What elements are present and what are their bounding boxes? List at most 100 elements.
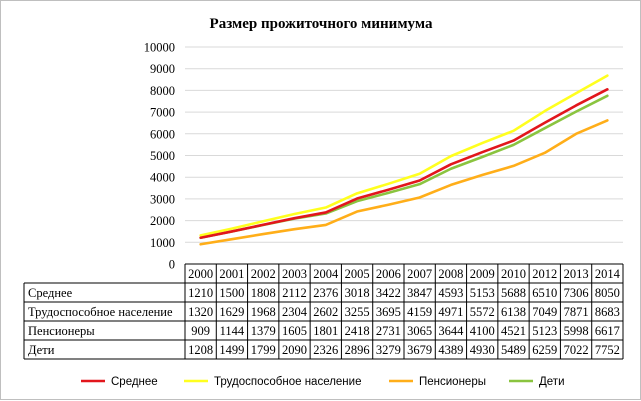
data-label: 1799: [251, 343, 276, 357]
data-label: 7871: [564, 305, 589, 319]
y-tick-label: 6000: [150, 127, 175, 141]
data-label: 3679: [407, 343, 432, 357]
chart-title: Размер прожиточного минимума: [210, 16, 433, 32]
data-label: 4389: [438, 343, 463, 357]
data-label: 1968: [251, 305, 276, 319]
data-label: 5572: [470, 305, 495, 319]
data-label: 3644: [438, 324, 464, 338]
data-label: 6138: [501, 305, 526, 319]
data-label: 4971: [438, 305, 463, 319]
y-tick-label: 9000: [150, 62, 175, 76]
data-label: 1144: [220, 324, 245, 338]
x-tick-label: 2012: [532, 267, 557, 281]
series-line: [199, 74, 609, 237]
data-label: 909: [191, 324, 210, 338]
x-tick-label: 2000: [188, 267, 213, 281]
data-label: 4930: [470, 343, 495, 357]
data-label: 6617: [595, 324, 620, 338]
table-row-label: Трудоспособное население: [28, 305, 173, 319]
data-label: 7752: [595, 343, 620, 357]
y-axis-tick-labels: 0 1000 2000 3000 4000 5000 6000 7000 8000 9000 100…: [144, 41, 175, 272]
data-label: 4521: [501, 324, 526, 338]
data-label: 4159: [407, 305, 432, 319]
data-label: 1320: [188, 305, 213, 319]
data-table: 2000 2001 2002 2003 2004 2005 2006 2007 2008 2009…: [23, 263, 624, 360]
data-label: 1499: [219, 343, 244, 357]
series-line: [199, 119, 609, 246]
x-tick-label: 2005: [345, 267, 370, 281]
data-label: 1210: [188, 286, 213, 300]
data-label: 1500: [219, 286, 244, 300]
data-label: 1379: [251, 324, 276, 338]
legend: Среднее Трудоспособное население Пенсионер…: [81, 376, 565, 388]
data-label: 7049: [532, 305, 557, 319]
data-label: 8683: [595, 305, 620, 319]
data-label: 3065: [407, 324, 432, 338]
y-tick-label: 7000: [150, 106, 175, 120]
table-row-label: Дети: [28, 343, 55, 357]
table-row-label: Пенсионеры: [28, 324, 95, 338]
data-label: 7022: [564, 343, 589, 357]
data-label: 2112: [282, 286, 307, 300]
y-tick-label: 4000: [150, 171, 175, 185]
series-line: [199, 88, 609, 240]
x-tick-label: 2002: [251, 267, 276, 281]
data-label: 3847: [407, 286, 432, 300]
y-tick-label: 1000: [150, 236, 175, 250]
x-tick-label: 2004: [313, 267, 339, 281]
data-label: 1801: [313, 324, 338, 338]
data-label: 5153: [470, 286, 495, 300]
data-label: 4593: [438, 286, 463, 300]
data-label: 2304: [282, 305, 308, 319]
data-label: 2731: [376, 324, 401, 338]
x-tick-label: 2008: [438, 267, 463, 281]
series-line: [199, 94, 609, 240]
x-tick-label: 2001: [219, 267, 244, 281]
table-row-label: Среднее: [28, 286, 73, 300]
data-label: 1605: [282, 324, 307, 338]
series-lines: [199, 74, 609, 246]
x-tick-label: 2013: [564, 267, 589, 281]
x-tick-label: 2003: [282, 267, 307, 281]
data-label: 1208: [188, 343, 213, 357]
data-label: 3279: [376, 343, 401, 357]
data-label: 7306: [564, 286, 589, 300]
data-label: 2090: [282, 343, 307, 357]
data-label: 3695: [376, 305, 401, 319]
data-label: 6510: [532, 286, 557, 300]
data-label: 2896: [345, 343, 370, 357]
x-tick-label: 2007: [407, 267, 432, 281]
data-label: 8050: [595, 286, 620, 300]
data-label: 1808: [251, 286, 276, 300]
x-tick-label: 2009: [470, 267, 495, 281]
data-label: 5489: [501, 343, 526, 357]
data-label: 2376: [313, 286, 338, 300]
y-tick-label: 2000: [150, 214, 175, 228]
x-tick-label: 2014: [595, 267, 621, 281]
data-label: 2326: [313, 343, 338, 357]
gridlines: [185, 46, 623, 243]
legend-label: Среднее: [111, 376, 158, 388]
data-label: 3018: [345, 286, 370, 300]
data-label: 2418: [345, 324, 370, 338]
x-tick-label: 2010: [501, 267, 526, 281]
y-tick-label: 8000: [150, 84, 175, 98]
data-label: 3422: [376, 286, 401, 300]
y-tick-label: 10000: [144, 41, 175, 55]
legend-label: Дети: [539, 376, 565, 388]
y-tick-label: 5000: [150, 149, 175, 163]
data-label: 3255: [345, 305, 370, 319]
data-label: 5123: [532, 324, 557, 338]
data-label: 4100: [470, 324, 495, 338]
x-tick-label: 2006: [376, 267, 401, 281]
data-label: 1629: [219, 305, 244, 319]
y-tick-label: 0: [169, 258, 175, 272]
data-label: 2602: [313, 305, 338, 319]
data-label: 5998: [564, 324, 589, 338]
legend-label: Трудоспособное население: [214, 376, 361, 388]
y-tick-label: 3000: [150, 192, 175, 206]
data-label: 5688: [501, 286, 526, 300]
legend-label: Пенсионеры: [419, 376, 486, 388]
